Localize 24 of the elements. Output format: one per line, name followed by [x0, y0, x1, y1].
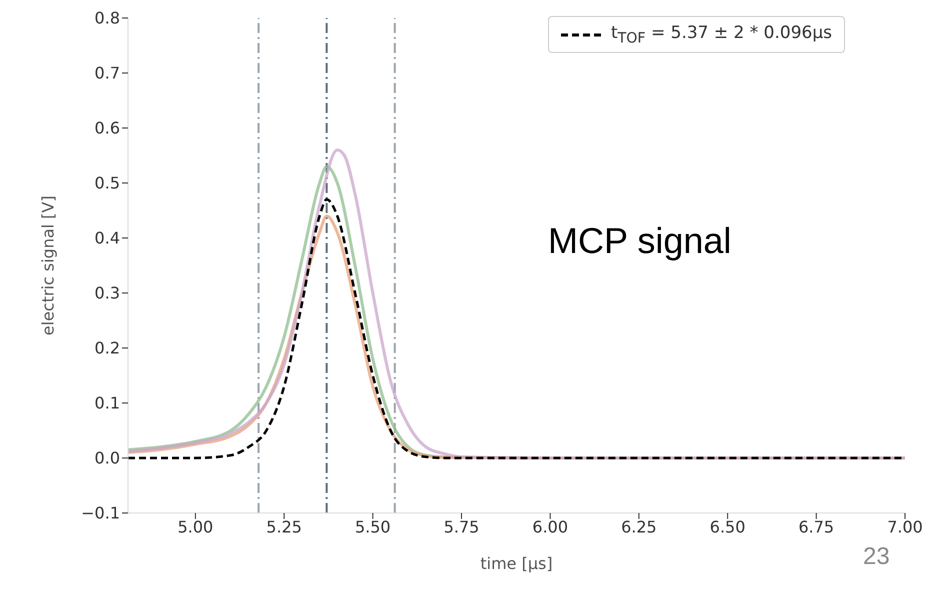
- x-tick-label: 7.00: [887, 517, 923, 536]
- y-tick-label: 0.3: [94, 284, 120, 303]
- x-tick-label: 5.00: [178, 517, 214, 536]
- x-tick-label: 6.25: [621, 517, 657, 536]
- x-tick-label: 6.50: [710, 517, 746, 536]
- x-axis-title: time [μs]: [480, 554, 553, 573]
- y-tick-label: −0.1: [81, 504, 120, 523]
- y-tick-label: 0.6: [94, 118, 120, 138]
- annotation: MCP signal: [548, 220, 732, 262]
- y-tick-label: 0.1: [94, 394, 120, 413]
- x-tick-label: 5.75: [444, 517, 480, 536]
- x-tick-label: 6.75: [798, 517, 834, 536]
- x-tick-label: 5.50: [354, 517, 391, 536]
- y-axis-title: electric signal [V]: [38, 196, 58, 336]
- y-tick-label: 0.2: [94, 338, 120, 358]
- x-tick-label: 5.25: [266, 517, 302, 536]
- y-tick-label: 0.8: [94, 8, 120, 28]
- y-tick-label: 0.0: [94, 448, 120, 468]
- y-tick-label: 0.5: [94, 174, 120, 193]
- y-tick-label: 0.7: [94, 64, 120, 83]
- text: 23: [863, 543, 890, 571]
- x-tick-label: 6.00: [532, 517, 568, 536]
- y-tick-label: 0.4: [94, 228, 120, 248]
- legend-label: t$_{TOF}$ = 5.37 ± 2 * 0.096μs: [610, 23, 832, 46]
